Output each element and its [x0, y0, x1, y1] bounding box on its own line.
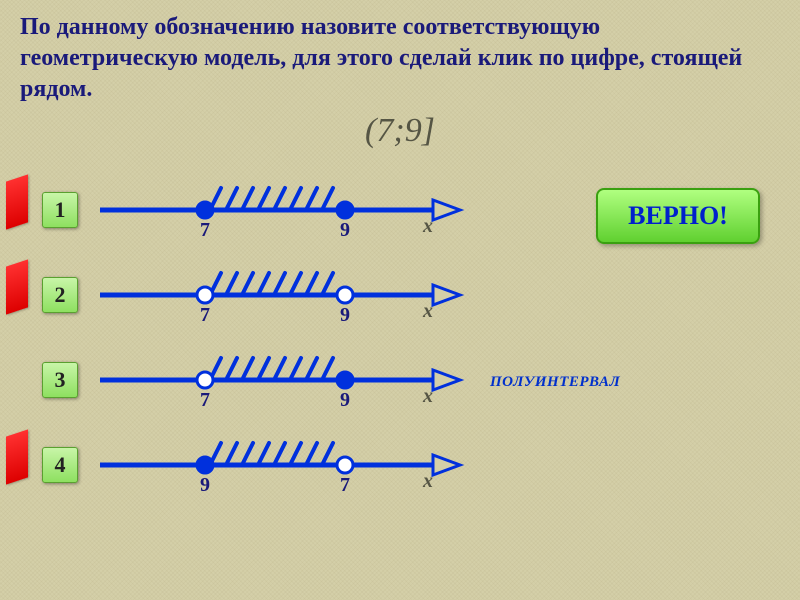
svg-text:7: 7 — [200, 389, 210, 411]
interval-notation: (7;9] — [0, 112, 800, 150]
svg-text:x: x — [422, 215, 433, 237]
option-button-4[interactable]: 4 — [42, 447, 78, 483]
half-interval-label: ПОЛУИНТЕРВАЛ — [490, 374, 620, 391]
svg-text:9: 9 — [200, 474, 210, 496]
option-row-4: 4 9 7 x — [0, 415, 800, 500]
incorrect-marker — [6, 174, 28, 229]
option-button-2[interactable]: 2 — [42, 277, 78, 313]
svg-text:x: x — [422, 300, 433, 322]
option-button-3[interactable]: 3 — [42, 362, 78, 398]
svg-text:9: 9 — [340, 219, 350, 241]
svg-text:x: x — [422, 470, 433, 492]
instruction-text: По данному обозначению назовите соответс… — [0, 0, 800, 106]
svg-text:7: 7 — [340, 474, 350, 496]
incorrect-marker — [6, 429, 28, 484]
svg-text:9: 9 — [340, 304, 350, 326]
number-line-2: 7 9 x — [100, 245, 480, 330]
number-line-1: 7 9 x — [100, 160, 480, 245]
number-line-3: 7 9 x — [100, 330, 480, 415]
option-row-3: 3 7 9 x ПОЛУИНТЕРВАЛ — [0, 330, 800, 415]
svg-text:7: 7 — [200, 219, 210, 241]
svg-text:7: 7 — [200, 304, 210, 326]
incorrect-marker — [6, 259, 28, 314]
correct-badge: ВЕРНО! — [596, 188, 760, 244]
svg-text:x: x — [422, 385, 433, 407]
svg-text:9: 9 — [340, 389, 350, 411]
option-row-2: 2 7 9 x — [0, 245, 800, 330]
number-line-4: 9 7 x — [100, 415, 480, 500]
option-button-1[interactable]: 1 — [42, 192, 78, 228]
